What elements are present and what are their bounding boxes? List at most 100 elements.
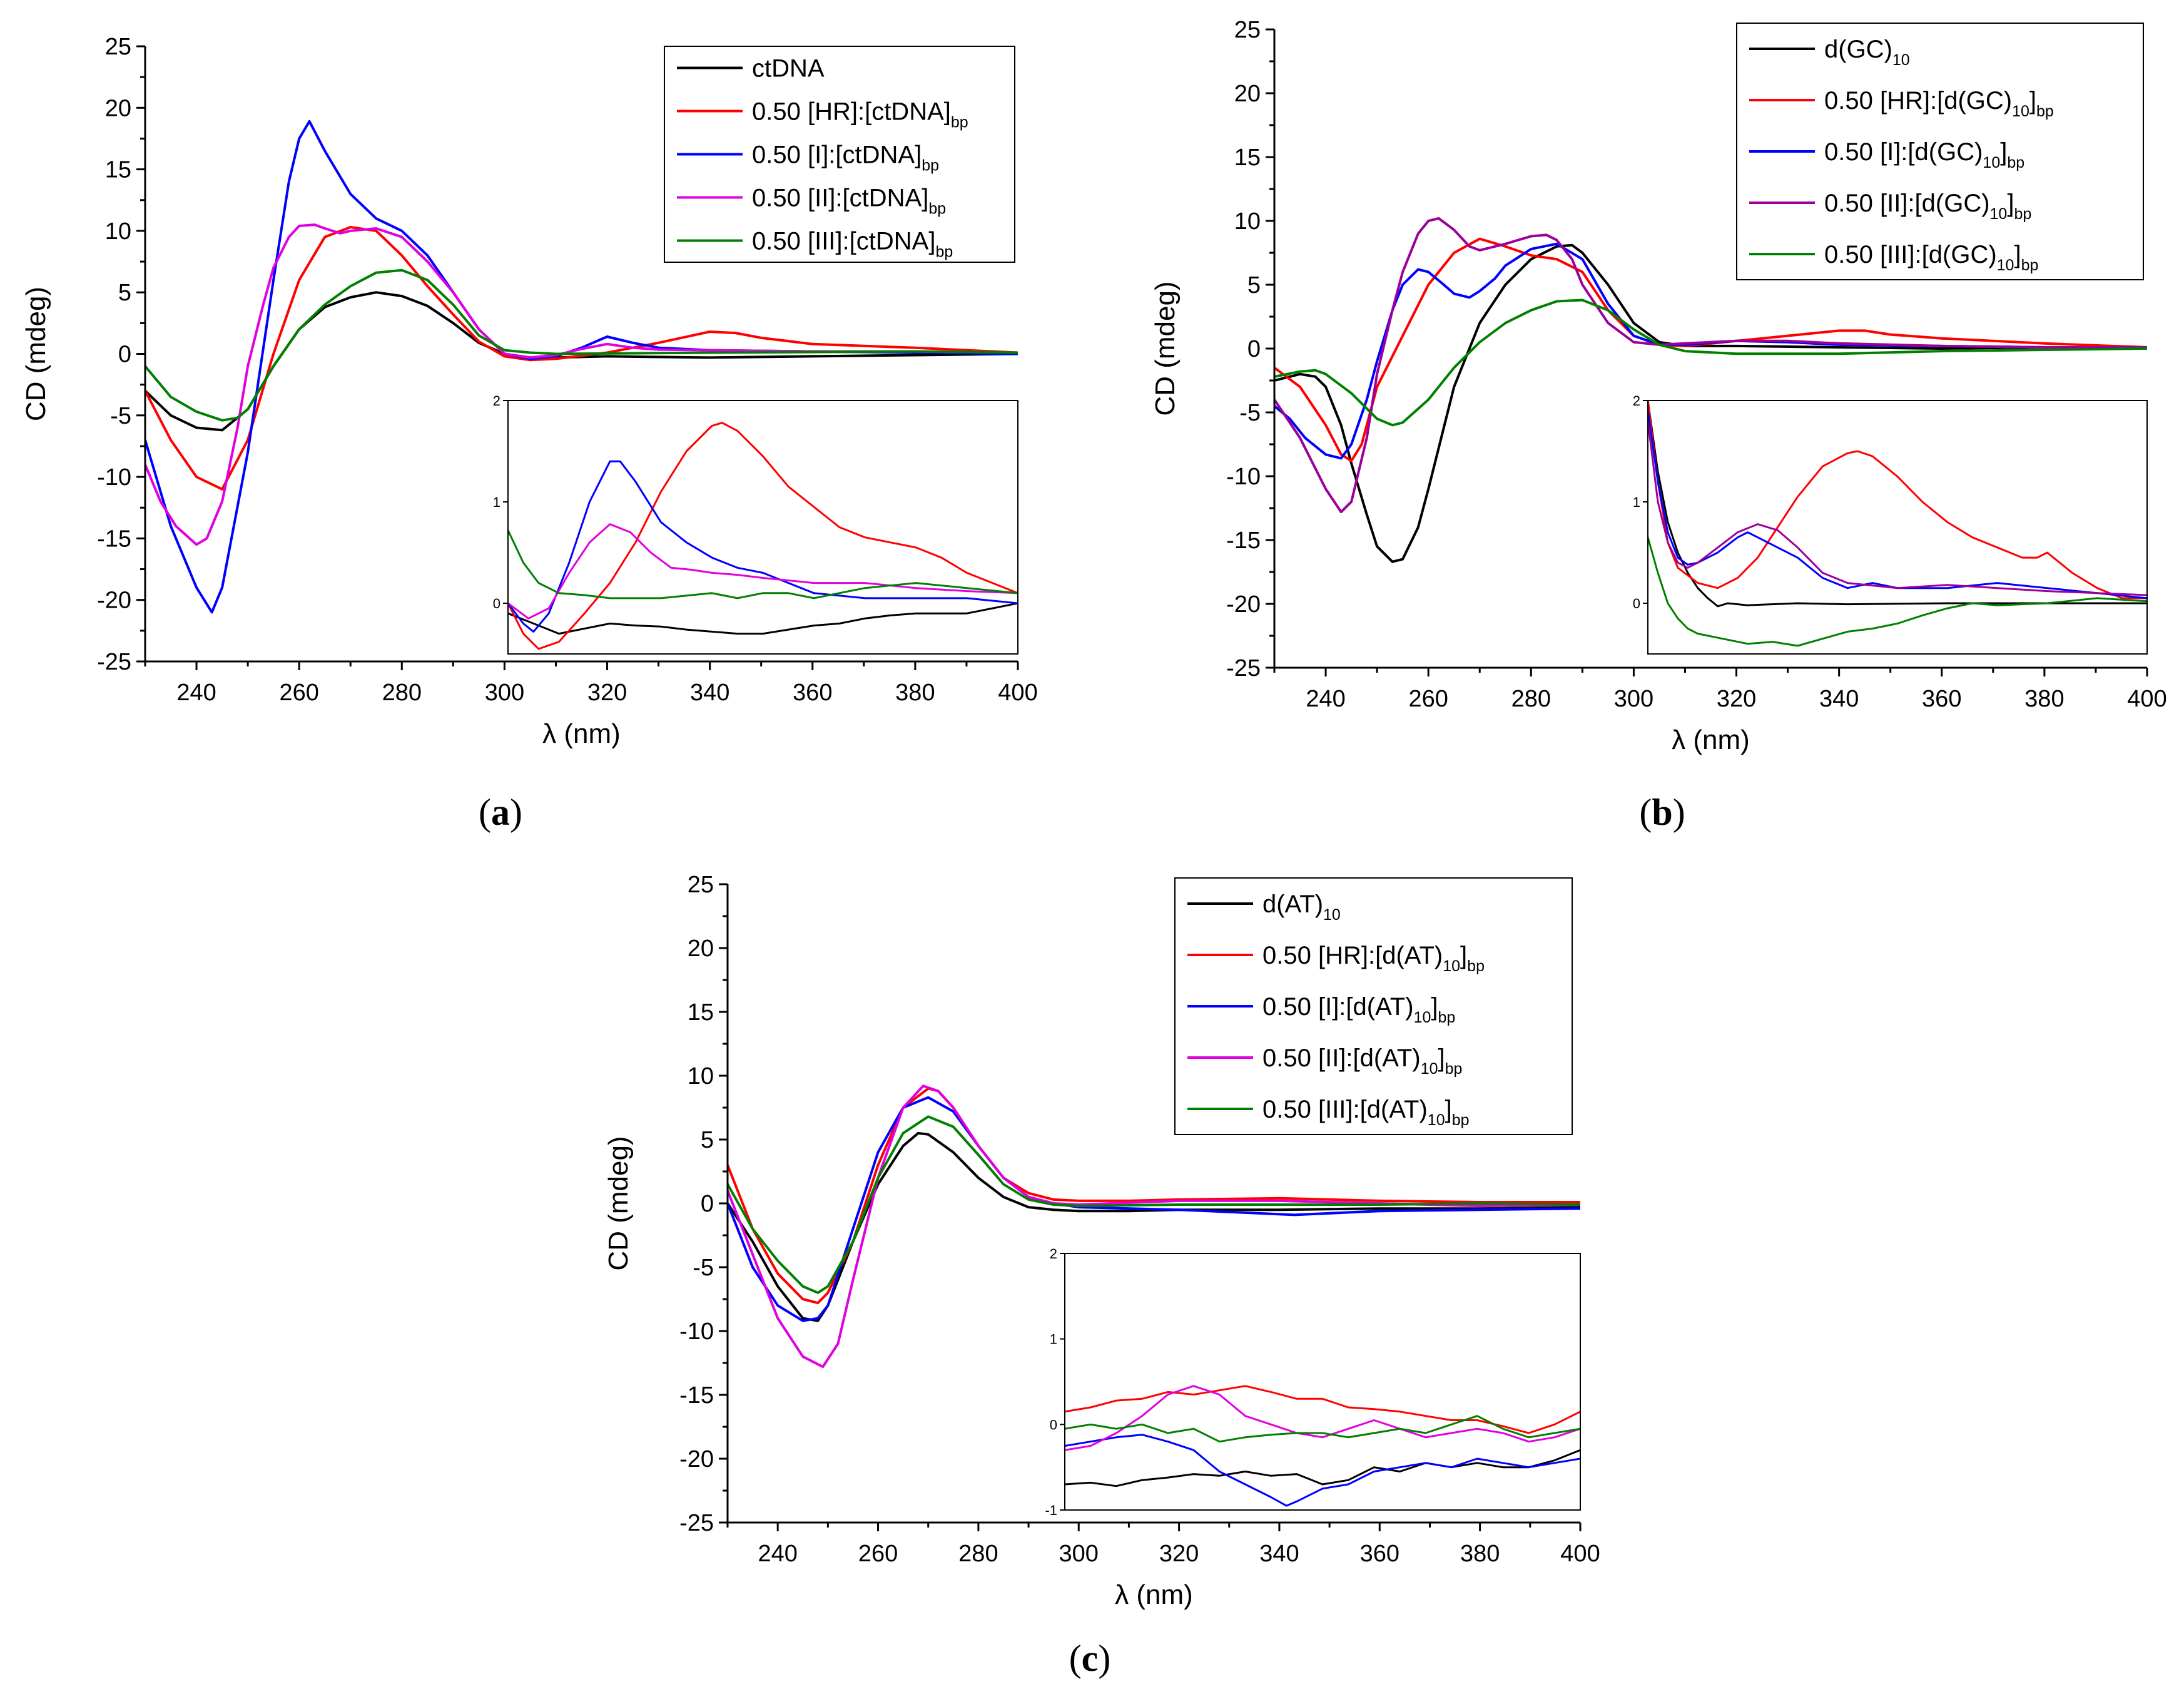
x-tick-label: 240 — [176, 680, 216, 706]
x-tick-label: 260 — [858, 1541, 898, 1567]
y-tick-label: 5 — [701, 1127, 714, 1153]
panel-label: (c) — [1069, 1638, 1111, 1679]
series-line-3 — [145, 120, 1018, 614]
legend-label: 0.50 [I]:[ctDNA]bp — [752, 141, 939, 175]
y-tick-label: -25 — [679, 1510, 714, 1536]
inset-series-group — [1648, 400, 2147, 647]
x-tick-label: 280 — [1511, 686, 1551, 712]
inset-frame — [1064, 1253, 1581, 1511]
legend: d(GC)10 0.50 [HR]:[d(GC)10]bp 0.50 [I]:[d(… — [1736, 23, 2144, 280]
legend-label: ctDNA — [752, 55, 825, 83]
legend: ctDNA 0.50 [HR]:[ctDNA]bp 0.50 [I]:[ctDNA]… — [664, 46, 1015, 263]
x-tick-label: 320 — [1159, 1541, 1199, 1567]
legend-label: 0.50 [II]:[d(GC)10]bp — [1824, 190, 2031, 223]
inset-y-tick-label: 2 — [493, 393, 500, 409]
x-axis-label: λ (nm) — [1672, 725, 1750, 755]
legend-label: d(AT)10 — [1262, 890, 1341, 924]
y-tick-label: 0 — [701, 1191, 714, 1217]
series-line-4 — [1274, 217, 2147, 514]
y-tick-label: 0 — [118, 342, 131, 368]
x-tick-label: 280 — [958, 1541, 998, 1567]
inset-series-line-5 — [1648, 537, 2147, 647]
y-tick-label: -25 — [1226, 655, 1261, 681]
inset-series-line-4 — [508, 523, 1018, 620]
legend-label: 0.50 [II]:[ctDNA]bp — [752, 185, 946, 218]
y-tick-label: 10 — [688, 1063, 714, 1089]
y-tick-label: -10 — [679, 1319, 714, 1345]
inset-background — [508, 400, 1018, 654]
series-line-5 — [1274, 298, 2147, 427]
x-tick-label: 380 — [895, 680, 935, 706]
inset-series-group — [1065, 1385, 1580, 1507]
inset-series-group — [508, 422, 1018, 650]
y-tick-label: -15 — [97, 526, 131, 552]
y-tick-label: -20 — [679, 1446, 714, 1472]
y-tick-label: 15 — [688, 999, 714, 1026]
x-tick-label: 380 — [1460, 1541, 1500, 1567]
y-tick-label: 20 — [105, 95, 131, 121]
inset-series-line-1 — [508, 602, 1018, 635]
y-axis-label: CD (mdeg) — [1150, 281, 1181, 416]
inset-series-line-5 — [508, 529, 1018, 599]
inset-y-tick-label: 0 — [493, 596, 500, 611]
inset-series-line-2 — [1648, 400, 2147, 599]
y-tick-label: 5 — [118, 280, 131, 306]
y-tick-label: 0 — [1247, 336, 1261, 362]
y-tick-label: -25 — [97, 649, 131, 675]
series-line-5 — [145, 268, 1018, 422]
x-tick-label: 400 — [1560, 1541, 1600, 1567]
inset-series-line-4 — [1065, 1385, 1580, 1451]
inset-y-tick-label: 1 — [1633, 494, 1640, 510]
legend-label: 0.50 [I]:[d(GC)10]bp — [1824, 138, 2024, 171]
y-tick-label: 25 — [1234, 17, 1261, 43]
series-line-3 — [728, 1096, 1580, 1322]
x-tick-label: 360 — [1360, 1541, 1399, 1567]
legend-label: 0.50 [HR]:[d(AT)10]bp — [1262, 942, 1485, 975]
inset-series-line-2 — [508, 422, 1018, 650]
inset-background — [1648, 400, 2147, 654]
legend: d(AT)10 0.50 [HR]:[d(AT)10]bp 0.50 [I]:[d(… — [1174, 877, 1573, 1135]
inset-b: 0 1 2 — [1633, 393, 2148, 655]
y-tick-label: -5 — [110, 403, 131, 429]
panel-label: (a) — [479, 792, 522, 833]
y-tick-label: -10 — [97, 464, 131, 491]
x-tick-label: 300 — [1614, 686, 1653, 712]
y-tick-label: 25 — [105, 34, 131, 60]
x-tick-label: 340 — [1819, 686, 1859, 712]
inset-a: 0 1 2 — [493, 393, 1018, 655]
y-tick-label: 15 — [1234, 145, 1261, 171]
series-group — [1274, 217, 2147, 563]
x-tick-label: 300 — [485, 680, 524, 706]
y-axis-label: CD (mdeg) — [21, 287, 51, 421]
inset-y-tick-label: 2 — [1050, 1246, 1057, 1262]
y-tick-label: -15 — [679, 1382, 714, 1409]
x-axis-label: λ (nm) — [542, 718, 621, 749]
x-tick-label: 260 — [279, 680, 318, 706]
y-tick-label: 15 — [105, 157, 131, 183]
series-line-2 — [1274, 237, 2147, 462]
inset-y-tick-label: 2 — [1633, 393, 1640, 409]
inset-series-line-5 — [1065, 1415, 1580, 1443]
y-tick-label: 10 — [1234, 208, 1261, 235]
inset-background — [1065, 1253, 1580, 1510]
y-tick-label: -20 — [97, 588, 131, 614]
series-line-1 — [145, 291, 1018, 432]
y-tick-label: 20 — [688, 936, 714, 962]
legend-label: 0.50 [HR]:[ctDNA]bp — [752, 98, 968, 131]
x-tick-label: 280 — [382, 680, 422, 706]
x-tick-label: 400 — [2127, 686, 2166, 712]
legend-label: 0.50 [III]:[ctDNA]bp — [752, 228, 953, 261]
x-tick-label: 300 — [1059, 1541, 1099, 1567]
x-tick-label: 320 — [1717, 686, 1756, 712]
y-tick-label: -5 — [1239, 400, 1261, 426]
series-line-4 — [145, 223, 1018, 546]
y-tick-label: 20 — [1234, 81, 1261, 107]
x-tick-label: 320 — [587, 680, 627, 706]
inset-series-line-3 — [1648, 410, 2147, 599]
x-tick-label: 360 — [793, 680, 832, 706]
legend-label: d(GC)10 — [1824, 36, 1910, 69]
x-tick-label: 360 — [1922, 686, 1961, 712]
